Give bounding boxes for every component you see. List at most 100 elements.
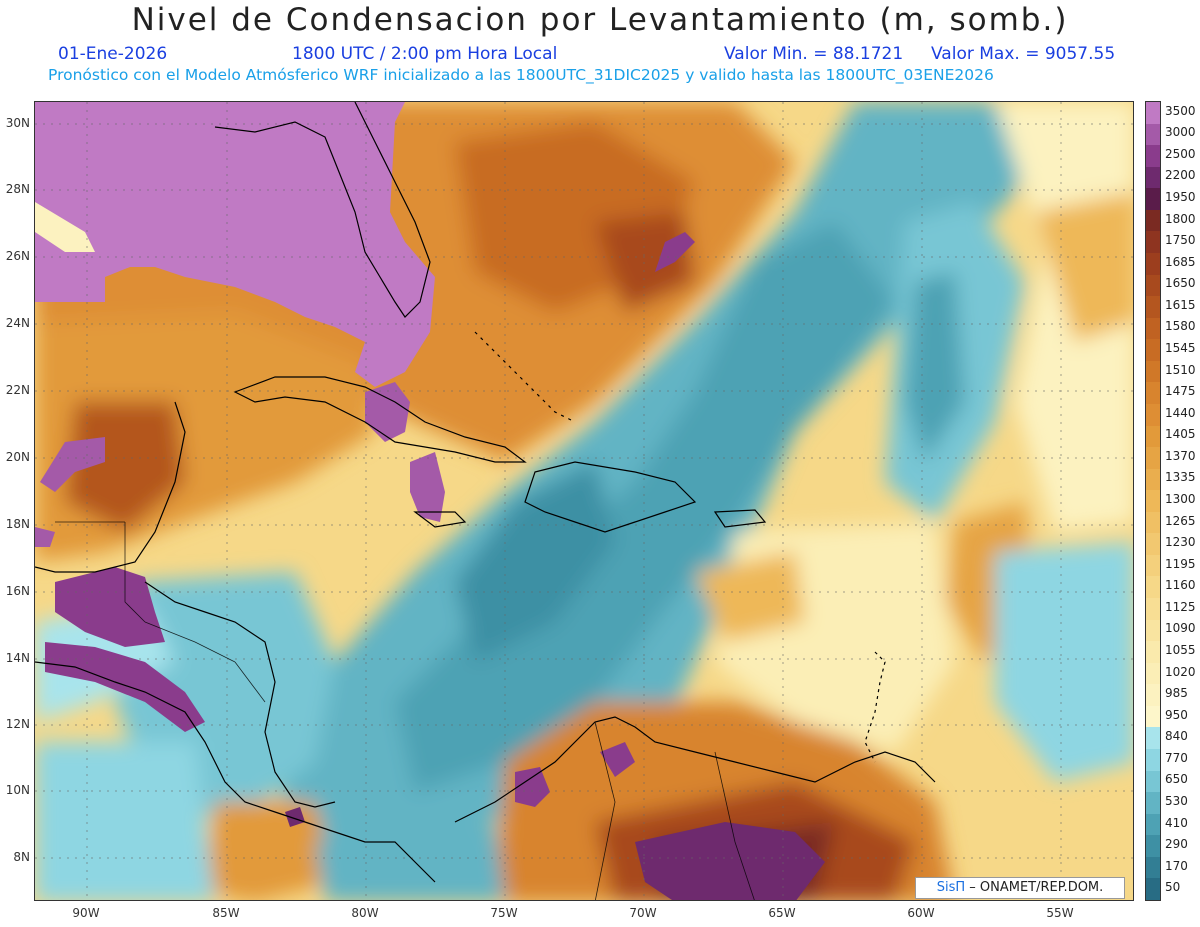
lon-label-65w: 65W [768,906,796,920]
colorbar-segment [1146,705,1160,728]
colorbar-label: 1370 [1165,448,1196,463]
colorbar-label: 50 [1165,880,1181,895]
colorbar-segment [1146,274,1160,297]
puerto-rico-coast [713,509,767,528]
colorbar-segment [1146,727,1160,750]
colorbar-label: 1020 [1165,664,1196,679]
colorbar-segment [1146,749,1160,772]
lcl-field [35,102,1133,900]
colorbar-segment [1146,425,1160,448]
colorbar-label: 650 [1165,772,1188,787]
colorbar-segment [1146,209,1160,232]
lat-label-12n: 12N [5,717,30,731]
colorbar-segment [1146,641,1160,664]
max-value: Valor Max. = 9057.55 [931,44,1116,64]
colorbar-label: 1950 [1165,190,1196,205]
lon-label-90w: 90W [72,906,100,920]
lat-label-16n: 16N [5,584,30,598]
colorbar-label: 1265 [1165,513,1196,528]
credit-text: – ONAMET/REP.DOM. [969,880,1104,895]
colorbar-label: 770 [1165,750,1188,765]
colorbar-segment [1146,360,1160,383]
colorbar-segment [1146,468,1160,491]
colorbar-label: 1125 [1165,599,1196,614]
forecast-time: 1800 UTC / 2:00 pm Hora Local [292,44,558,64]
chart-title: Nivel de Condensacion por Levantamiento … [131,2,1069,38]
colorbar-segment [1146,554,1160,577]
colorbar-label: 1475 [1165,384,1196,399]
central-america-pacific-coast [35,661,436,883]
colorbar-segment [1146,878,1160,901]
lat-label-20n: 20N [5,450,30,464]
jamaica-coast [413,511,467,528]
colorbar-label: 1195 [1165,556,1196,571]
colorbar-label: 1405 [1165,427,1196,442]
min-value: Valor Min. = 88.1721 [724,44,904,64]
colorbar-label: 1160 [1165,578,1196,593]
colorbar-label: 1800 [1165,211,1196,226]
lon-label-80w: 80W [351,906,379,920]
yucatan-coast [35,401,186,573]
high-lcl-areas [35,102,825,900]
florida-coast [214,102,431,318]
colorbar-label: 170 [1165,858,1188,873]
colorbar-segment [1146,166,1160,189]
colorbar-segment [1146,102,1160,125]
lcl-map [34,101,1134,901]
cuba-coast [233,376,527,463]
colorbar [1145,101,1161,901]
colorbar-label: 985 [1165,686,1188,701]
colorbar-segment [1146,339,1160,362]
colorbar-segment [1146,619,1160,642]
colorbar-label: 1650 [1165,276,1196,291]
colorbar-label: 2200 [1165,168,1196,183]
lon-label-55w: 55W [1046,906,1074,920]
sispi-logo: SisΠ [936,880,966,895]
borders [55,521,755,900]
colorbar-segment [1146,813,1160,836]
colorbar-segment [1146,490,1160,513]
coastlines [35,102,936,883]
colorbar-label: 1335 [1165,470,1196,485]
lat-label-24n: 24N [5,316,30,330]
lon-label-60w: 60W [907,906,935,920]
colorbar-label: 1440 [1165,405,1196,420]
colorbar-segment [1146,792,1160,815]
credit-box: SisΠ – ONAMET/REP.DOM. [915,877,1125,899]
lat-label-14n: 14N [5,651,30,665]
colorbar-segment [1146,835,1160,858]
colorbar-label: 3500 [1165,103,1196,118]
colorbar-label: 1230 [1165,535,1196,550]
lat-label-28n: 28N [5,182,30,196]
graticule [35,102,1133,900]
colorbar-label: 2500 [1165,146,1196,161]
colorbar-segment [1146,856,1160,879]
colorbar-label: 840 [1165,729,1188,744]
lat-label-26n: 26N [5,249,30,263]
lat-label-10n: 10N [5,783,30,797]
colorbar-label: 290 [1165,837,1188,852]
lon-label-85w: 85W [212,906,240,920]
colorbar-label: 3000 [1165,125,1196,140]
colorbar-segment [1146,382,1160,405]
colorbar-label: 410 [1165,815,1188,830]
central-america-caribbean-coast [144,581,336,808]
map-canvas [35,102,1133,900]
colorbar-segment [1146,403,1160,426]
colorbar-label: 1510 [1165,362,1196,377]
colorbar-label: 530 [1165,793,1188,808]
lat-label-18n: 18N [5,517,30,531]
colorbar-segment [1146,576,1160,599]
forecast-description: Pronóstico con el Modelo Atmósferico WRF… [48,66,994,84]
colorbar-label: 1580 [1165,319,1196,334]
colorbar-label: 950 [1165,707,1188,722]
lat-label-8n: 8N [13,850,30,864]
lat-label-22n: 22N [5,383,30,397]
colorbar-segment [1146,684,1160,707]
colorbar-segment [1146,533,1160,556]
hispaniola-coast [524,461,697,533]
forecast-date: 01-Ene-2026 [58,44,168,64]
lon-label-70w: 70W [629,906,657,920]
colorbar-segment [1146,598,1160,621]
lon-label-75w: 75W [490,906,518,920]
